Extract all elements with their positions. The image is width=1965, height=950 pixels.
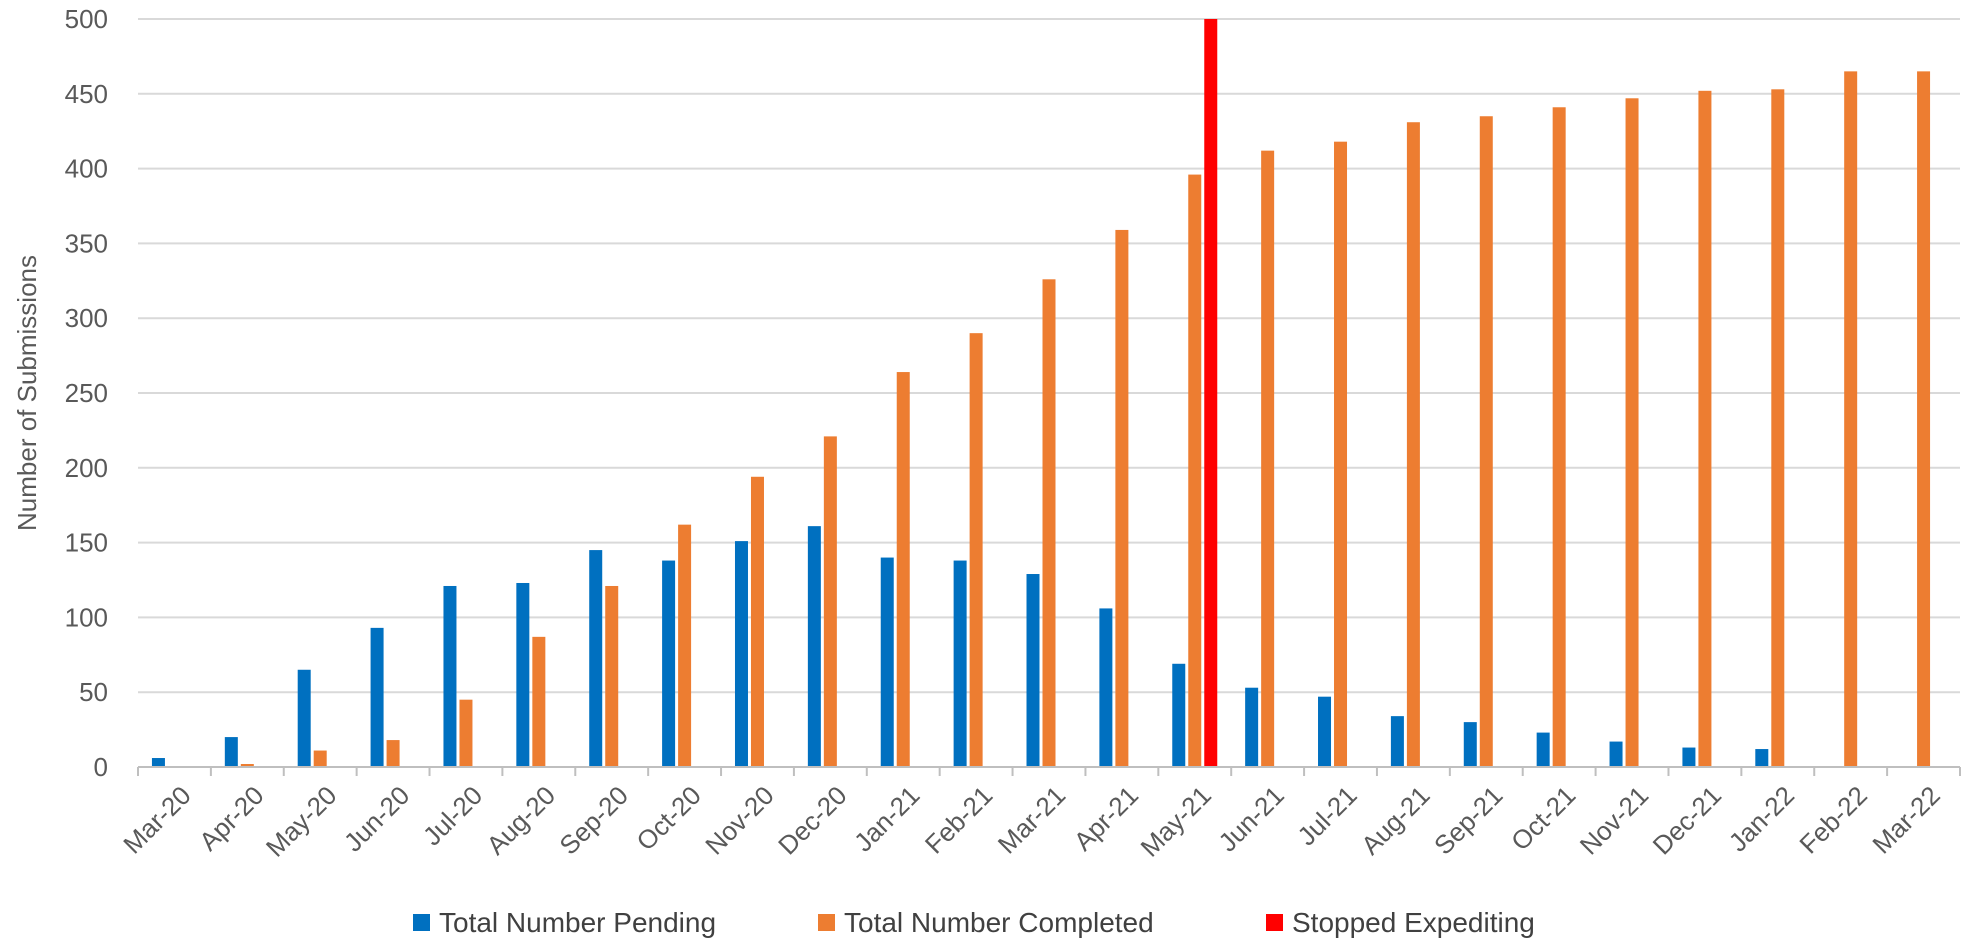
y-tick-label: 150 — [65, 528, 108, 558]
x-tick-label: May-21 — [1134, 780, 1217, 863]
bar-completed — [1188, 174, 1202, 768]
bar-completed — [896, 372, 910, 767]
x-tick-label: Sep-21 — [1428, 780, 1508, 860]
bars — [151, 19, 1931, 768]
x-tick-label: Jul-20 — [417, 780, 488, 851]
bar-completed — [1334, 141, 1348, 767]
y-tick-label: 300 — [65, 303, 108, 333]
bar-completed — [313, 750, 327, 767]
bar-pending — [1318, 696, 1332, 767]
bar-pending — [224, 737, 238, 767]
bar-completed — [1406, 122, 1420, 767]
bar-pending — [1172, 663, 1186, 767]
x-axis — [137, 766, 1961, 776]
y-tick-label: 100 — [65, 602, 108, 632]
bar-pending — [953, 560, 967, 767]
bar-pending — [1609, 741, 1623, 767]
bar-completed — [1917, 71, 1931, 768]
bar-pending — [1390, 716, 1404, 767]
bar-pending — [662, 560, 676, 767]
bar-completed — [605, 585, 619, 767]
bar-pending — [516, 582, 530, 767]
legend-swatch — [1266, 914, 1283, 931]
x-tick-label: Apr-21 — [1068, 780, 1144, 856]
x-tick-label: Mar-20 — [117, 780, 196, 859]
bar-pending — [589, 550, 603, 767]
bar-completed — [678, 524, 692, 767]
bar-completed — [459, 699, 473, 767]
bar-completed — [750, 476, 764, 767]
bar-pending — [443, 585, 457, 767]
legend: Total Number Pending Total Number Complet… — [413, 907, 1535, 938]
bar-pending — [1536, 732, 1550, 767]
bar-completed — [1625, 98, 1639, 767]
bar-completed — [240, 764, 254, 767]
bar-pending — [734, 541, 748, 767]
x-tick-label: Aug-20 — [481, 780, 561, 860]
bar-pending — [1099, 608, 1113, 767]
x-tick-label: Jan-22 — [1723, 780, 1800, 857]
legend-label: Total Number Completed — [844, 907, 1154, 938]
bar-completed — [1115, 229, 1129, 767]
bar-completed — [823, 436, 837, 767]
y-tick-label: 450 — [65, 79, 108, 109]
bar-completed — [1261, 150, 1275, 767]
x-tick-label: Feb-22 — [1793, 780, 1872, 859]
bar-completed — [1552, 107, 1566, 768]
x-tick-label: Sep-20 — [553, 780, 633, 860]
bar-pending — [1245, 687, 1259, 767]
bar-completed — [1771, 89, 1785, 767]
x-tick-label: Oct-20 — [630, 780, 706, 856]
bar-pending — [370, 627, 384, 767]
bar-pending — [807, 526, 821, 767]
x-tick-label: Aug-21 — [1355, 780, 1435, 860]
x-tick-label: Feb-21 — [919, 780, 998, 859]
x-tick-label: Jun-20 — [338, 780, 415, 857]
legend-swatch — [818, 914, 835, 931]
legend-label: Stopped Expediting — [1292, 907, 1535, 938]
bar-completed — [532, 636, 546, 767]
bar-pending — [1463, 722, 1477, 767]
bar-completed — [1698, 90, 1712, 768]
x-tick-label: Dec-20 — [772, 780, 852, 860]
x-tick-label: Apr-20 — [193, 780, 269, 856]
x-tick-label: Jun-21 — [1212, 780, 1289, 857]
bar-completed — [1479, 116, 1493, 768]
legend-swatch — [413, 914, 430, 931]
x-tick-label: Nov-21 — [1574, 780, 1654, 860]
bar-completed — [1042, 279, 1056, 767]
bar-pending — [880, 557, 894, 767]
x-tick-label: Oct-21 — [1505, 780, 1581, 856]
legend-label: Total Number Pending — [439, 907, 716, 938]
y-tick-label: 500 — [65, 4, 108, 34]
bar-pending — [1682, 747, 1696, 767]
bar-pending — [297, 669, 311, 767]
y-tick-label: 350 — [65, 228, 108, 258]
y-tick-label: 250 — [65, 378, 108, 408]
x-tick-label: May-20 — [260, 780, 343, 863]
y-tick-label: 200 — [65, 453, 108, 483]
bar-stopped-expediting — [1204, 19, 1218, 767]
y-axis-title: Number of Submissions — [12, 255, 42, 531]
bar-pending — [1026, 574, 1040, 767]
x-tick-label: Mar-21 — [992, 780, 1071, 859]
y-tick-label: 0 — [94, 752, 108, 782]
bar-pending — [151, 758, 165, 767]
x-tick-label: Mar-22 — [1866, 780, 1945, 859]
y-tick-label: 50 — [79, 677, 108, 707]
x-tick-label: Jan-21 — [848, 780, 925, 857]
y-tick-label: 400 — [65, 154, 108, 184]
bar-completed — [1844, 71, 1858, 768]
x-tick-label: Jul-21 — [1291, 780, 1362, 851]
bar-completed — [969, 333, 983, 767]
bar-completed — [386, 740, 400, 767]
x-tick-label: Nov-20 — [699, 780, 779, 860]
bar-pending — [1755, 749, 1769, 767]
y-axis-ticks: 0 50 100 150 200 250 300 350 400 450 500 — [65, 4, 108, 782]
x-tick-label: Dec-21 — [1647, 780, 1727, 860]
